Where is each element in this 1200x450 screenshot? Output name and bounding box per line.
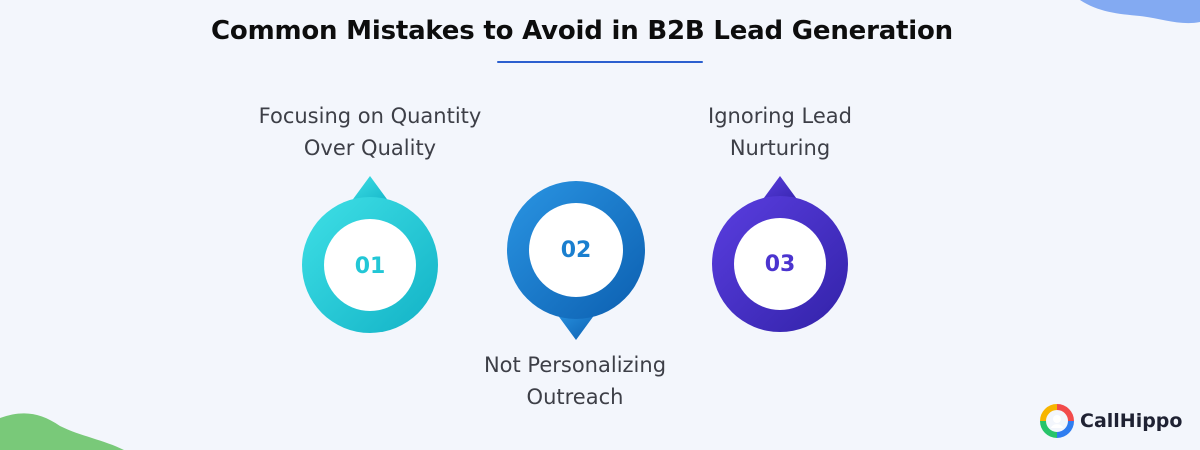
brand-name: CallHippo [1080, 410, 1183, 432]
step-label-03: Ignoring Lead Nurturing [708, 104, 852, 160]
step-number-01: 01 [354, 254, 386, 279]
corner-blob-top-right [1080, 0, 1200, 24]
step-marker-01 [302, 176, 438, 333]
step-number-02: 02 [560, 238, 592, 263]
step-label-02: Not Personalizing Outreach [483, 353, 667, 409]
step-number-03: 03 [764, 252, 796, 277]
step-label-01: Focusing on Quantity Over Quality [258, 104, 482, 160]
title-underline [497, 61, 703, 63]
callhippo-logo-icon [1040, 404, 1074, 438]
step-marker-03 [712, 176, 848, 332]
step-marker-02 [507, 181, 645, 340]
brand-logo: CallHippo [1040, 404, 1182, 438]
corner-blob-bottom-left [0, 413, 124, 450]
page-title: Common Mistakes to Avoid in B2B Lead Gen… [211, 16, 953, 46]
